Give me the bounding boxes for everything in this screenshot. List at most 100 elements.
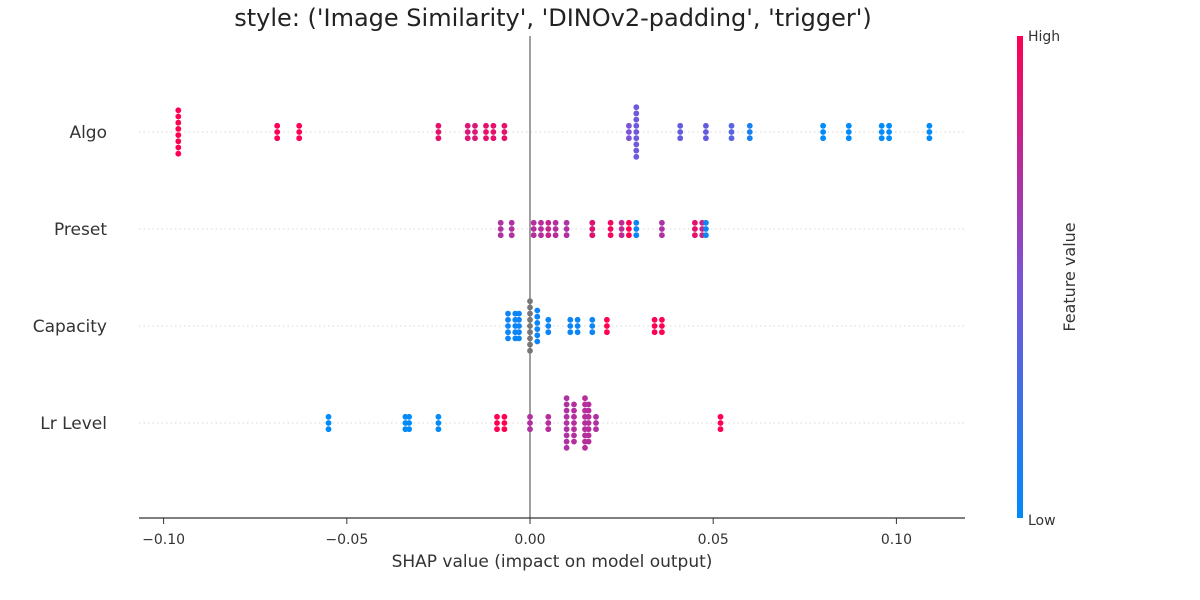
data-point-algo	[435, 135, 442, 142]
data-point-capacity	[545, 329, 552, 336]
data-point-algo	[483, 129, 489, 135]
data-point-algo	[633, 147, 640, 154]
data-point-algo	[175, 144, 182, 151]
data-point-preset	[545, 226, 552, 232]
data-point-lr-level	[571, 401, 577, 408]
data-point-preset	[659, 232, 665, 239]
data-point-capacity	[651, 329, 658, 336]
data-point-algo	[728, 122, 735, 129]
data-point-preset	[692, 219, 698, 226]
data-point-lr-level	[571, 407, 577, 414]
data-point-algo	[490, 122, 497, 129]
colorbar-high-label: High	[1028, 29, 1060, 45]
data-point-lr-level	[563, 444, 570, 451]
data-point-preset	[530, 232, 537, 239]
data-point-preset	[545, 232, 552, 239]
data-point-lr-level	[563, 438, 570, 445]
data-point-algo	[633, 116, 640, 123]
data-point-capacity	[651, 316, 658, 323]
x-tick-label: 0.10	[881, 532, 912, 548]
data-point-preset	[692, 232, 698, 239]
data-point-capacity	[527, 329, 533, 336]
data-point-lr-level	[494, 413, 500, 420]
data-point-algo	[296, 129, 303, 135]
data-point-lr-level	[593, 426, 599, 433]
data-point-lr-level	[501, 420, 508, 426]
data-point-algo	[464, 129, 471, 135]
data-point-algo	[501, 135, 508, 142]
data-point-preset	[508, 232, 515, 239]
colorbar	[1017, 36, 1023, 518]
data-point-preset	[626, 226, 632, 232]
data-point-capacity	[505, 323, 511, 329]
data-point-algo	[472, 129, 478, 135]
data-point-algo	[296, 122, 303, 129]
data-point-algo	[728, 129, 735, 135]
data-point-algo	[677, 122, 684, 129]
data-point-algo	[703, 135, 709, 142]
data-point-lr-level	[563, 432, 570, 439]
data-point-preset	[659, 226, 665, 232]
data-point-lr-level	[571, 420, 577, 426]
data-point-algo	[633, 153, 640, 160]
data-point-capacity	[604, 316, 610, 323]
data-point-capacity	[574, 316, 581, 323]
data-point-lr-level	[501, 426, 508, 433]
data-point-capacity	[659, 329, 665, 336]
data-point-capacity	[659, 316, 665, 323]
data-point-capacity	[527, 341, 533, 348]
data-point-capacity	[527, 316, 533, 323]
data-point-algo	[878, 135, 885, 142]
data-point-lr-level	[325, 426, 332, 433]
data-point-algo	[845, 122, 852, 129]
data-point-capacity	[527, 347, 533, 354]
data-point-capacity	[534, 338, 541, 345]
data-point-algo	[633, 104, 640, 111]
data-point-preset	[692, 226, 698, 232]
data-point-preset	[633, 232, 640, 239]
data-point-capacity	[527, 335, 533, 342]
data-point-capacity	[527, 304, 533, 311]
data-point-lr-level	[545, 420, 552, 426]
x-tick-label: −0.05	[325, 532, 368, 548]
data-point-lr-level	[545, 426, 552, 433]
data-point-lr-level	[563, 395, 570, 402]
data-point-lr-level	[593, 413, 599, 420]
data-point-capacity	[534, 313, 541, 320]
data-point-lr-level	[585, 420, 592, 426]
data-point-lr-level	[585, 401, 592, 408]
x-tick-label: −0.10	[142, 532, 185, 548]
data-point-lr-level	[585, 432, 592, 439]
data-point-algo	[926, 135, 933, 142]
data-point-algo	[746, 122, 753, 129]
data-point-algo	[703, 129, 709, 135]
data-point-preset	[530, 226, 537, 232]
data-point-algo	[626, 129, 632, 135]
data-point-preset	[538, 226, 544, 232]
data-point-capacity	[567, 316, 574, 323]
data-point-algo	[886, 122, 892, 129]
data-point-preset	[563, 219, 570, 226]
data-point-algo	[886, 135, 892, 142]
data-point-capacity	[516, 310, 522, 317]
data-point-lr-level	[325, 420, 332, 426]
data-point-capacity	[589, 329, 596, 336]
data-point-algo	[501, 122, 508, 129]
data-point-preset	[545, 219, 552, 226]
data-point-preset	[538, 232, 544, 239]
data-point-algo	[926, 122, 933, 129]
data-point-capacity	[527, 298, 533, 305]
data-point-capacity	[505, 329, 511, 336]
data-point-preset	[618, 226, 625, 232]
data-point-algo	[490, 135, 497, 142]
data-point-algo	[464, 135, 471, 142]
data-point-algo	[703, 122, 709, 129]
data-point-lr-level	[585, 426, 592, 433]
data-point-capacity	[516, 335, 522, 342]
data-point-lr-level	[435, 420, 442, 426]
data-point-preset	[607, 226, 614, 232]
data-point-lr-level	[582, 395, 588, 402]
data-point-capacity	[505, 335, 511, 342]
data-point-preset	[618, 232, 625, 239]
data-point-capacity	[527, 323, 533, 329]
